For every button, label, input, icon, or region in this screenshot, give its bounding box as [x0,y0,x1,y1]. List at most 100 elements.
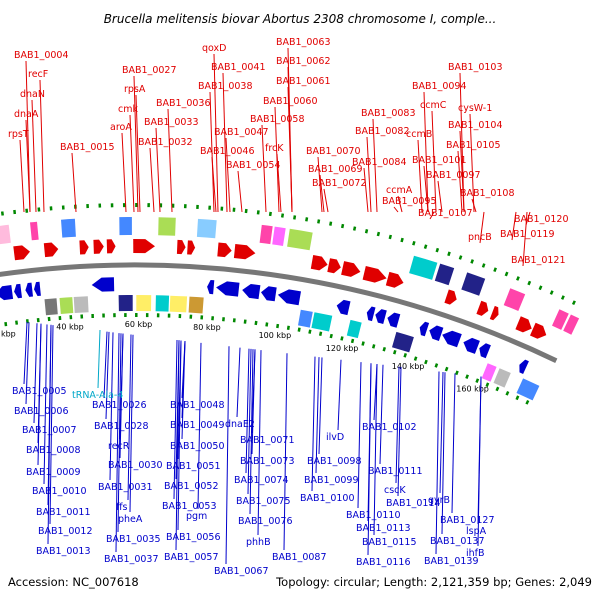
reverse-leader-line [379,364,384,465]
forward-cog-block [158,217,176,236]
reverse-leader-line [47,324,52,545]
tick-inner [329,333,333,339]
reverse-leader-line [37,323,42,466]
forward-cog-block [196,218,217,239]
tick-inner [340,336,344,341]
reverse-cog-block [346,319,362,339]
forward-leader-line [39,79,45,213]
tick-inner [371,344,376,349]
tick-inner [297,327,301,332]
forward-label: BAB1_0070 [306,146,361,157]
forward-leader-line [457,150,463,213]
kbp-tick-marks [0,203,576,405]
forward-gene-arrow [515,316,532,333]
reverse-leader-line [477,376,482,547]
tick-outer [435,247,440,253]
forward-label: BAB1_0083 [361,108,416,119]
forward-leader-line [479,211,485,244]
map-title: Brucella melitensis biovar Abortus 2308 … [104,12,497,26]
reverse-cog-block [493,368,511,388]
forward-label: BAB1_0061 [276,76,331,87]
forward-leader-line [287,86,293,213]
tick-inner [392,349,397,355]
reverse-label: BAB1_0099 [304,475,359,486]
forward-leader-line [225,137,231,213]
forward-label: BAB1_0108 [460,188,515,199]
reverse-label: BAB1_0030 [108,460,163,471]
backbone-arc [0,262,558,363]
kbp-label: 20 kbp [0,330,16,339]
tick-outer [560,295,565,300]
reverse-label: BAB1_0110 [346,510,401,521]
reverse-leader-line [129,334,134,513]
forward-leader-line [459,72,465,213]
reverse-label: BAB1_0013 [36,546,91,557]
forward-label: pncB [468,232,492,243]
reverse-label: BAB1_0009 [26,467,81,478]
reverse-label: BAB1_0011 [36,507,91,518]
reverse-label: BAB1_0100 [300,493,355,504]
forward-gene-arrow [362,266,387,283]
reverse-label: phhB [246,537,271,548]
reverse-label: BAB1_0031 [98,482,153,493]
tick-inner [455,370,459,376]
reverse-cog-block [136,294,152,312]
forward-gene-arrow [327,258,341,274]
tick-inner [254,320,258,326]
reverse-leader-line [311,356,316,492]
reverse-cog-block [59,297,74,314]
reverse-gene-arrow [463,337,480,354]
forward-label: BAB1_0054 [226,160,281,171]
reverse-label: BAB1_0052 [164,481,219,492]
tick-outer [364,229,369,234]
reverse-leader-line [105,331,110,420]
reverse-leader-line [441,372,446,535]
reverse-gene-arrow [207,280,215,295]
forward-label: BAB1_0063 [276,37,331,48]
reverse-leader-line [177,340,182,531]
forward-label: rpsA [124,84,146,95]
tick-outer [305,217,309,222]
reverse-leader-line [33,323,38,424]
forward-label: ccmA [386,185,413,196]
forward-label: BAB1_0027 [122,65,177,76]
reverse-gene-arrow [336,299,351,316]
forward-label: BAB1_0082 [355,126,410,137]
forward-label: BAB1_0046 [200,146,255,157]
reverse-gene-arrow [419,321,430,337]
chromosome-backbone [0,262,558,363]
reverse-leader-line [395,366,400,484]
reverse-leader-line [249,349,254,515]
forward-leader-line [319,174,325,213]
forward-label: qoxD [202,43,227,54]
forward-label: BAB1_0038 [198,81,253,92]
forward-label: BAB1_0041 [211,62,266,73]
forward-cog-block [409,255,438,280]
reverse-leader-line [23,322,28,385]
tick-outer [504,271,509,277]
forward-label: aroA [110,122,132,133]
tick-inner [515,395,520,401]
reverse-label: BAB1_0035 [106,534,161,545]
reverse-label: lspA [466,526,487,537]
forward-leader-line [71,152,77,213]
gene-labels: BAB1_0004 recF dnaN dnaA rpsT BAB1_0015 BAB1_0… [8,37,569,577]
reverse-gene-arrow [277,289,301,306]
tick-outer [400,237,404,243]
forward-label: BAB1_0015 [60,142,115,153]
reverse-gene-arrow [387,312,401,328]
forward-label: frcK [265,143,284,154]
reverse-leader-line [257,350,262,536]
reverse-label: BAB1_0139 [424,556,479,567]
forward-leader-line [522,211,528,267]
tick-inner [243,319,247,324]
forward-leader-line [437,180,443,213]
forward-cog-block [287,228,313,251]
tick-outer [516,276,520,281]
reverse-leader-line [283,353,288,551]
reverse-label: BAB1_0007 [22,425,77,436]
forward-leader-line [423,165,429,213]
tick-outer [329,221,333,226]
reverse-label: BAB1_0067 [214,566,269,577]
reverse-leader-line [115,333,120,553]
